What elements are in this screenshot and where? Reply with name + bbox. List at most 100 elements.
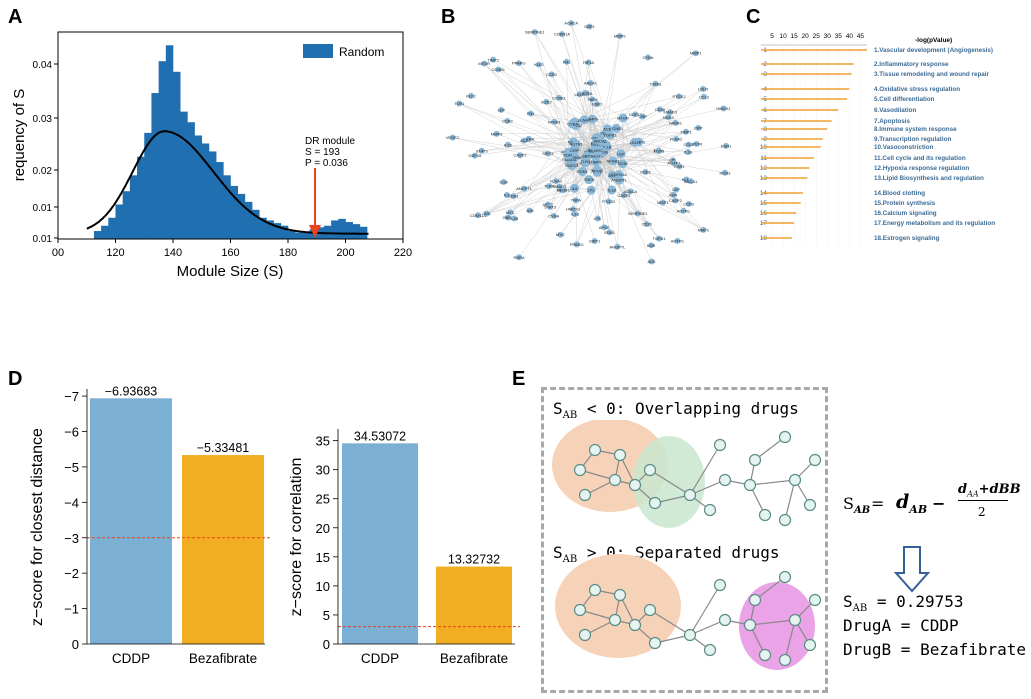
down-arrow-icon (893, 546, 931, 593)
histogram-bar (187, 122, 195, 239)
network-node (803, 638, 817, 652)
network-node-label: MMP9 (491, 131, 503, 136)
histogram-bar (331, 220, 339, 239)
network-node (510, 193, 517, 200)
network-edge (534, 32, 608, 147)
c-term-label: 9.Transcription regulation (874, 136, 951, 143)
network-node (601, 224, 608, 231)
network-node (618, 113, 628, 123)
bar-cddp (90, 398, 172, 644)
network-node (614, 243, 621, 250)
network-node (544, 150, 551, 157)
network-node (608, 473, 622, 487)
network-node (483, 210, 490, 217)
network-node-label: NFKB1 (548, 119, 562, 124)
network-node (630, 137, 640, 147)
network-node (594, 145, 604, 155)
bar-bezafibrate (436, 566, 512, 644)
network-node (683, 488, 697, 502)
network-edge (530, 113, 604, 150)
network-node (628, 478, 642, 492)
network-node-label: IL18 (608, 187, 617, 192)
network-node-label: ANGPTL (609, 244, 626, 249)
network-node-label: PPARG (570, 242, 584, 247)
bar-bezafibrate (182, 455, 264, 644)
network-node-label: JUN (483, 211, 491, 216)
network-node (656, 235, 663, 242)
network-node-label: GDF15 (629, 112, 643, 117)
network-node (478, 147, 485, 154)
sab-formula: SAB = dAB − dAA+dBB 2 (838, 480, 1028, 530)
c-term-label: 8.Immune system response (874, 126, 957, 133)
network-node (632, 111, 639, 118)
network-edge (551, 74, 574, 142)
network-edge (607, 142, 635, 147)
y-tick-label: 0.01 (33, 234, 53, 245)
network-node (490, 56, 497, 63)
network-node-label: CRP (694, 125, 703, 130)
network-edge (569, 159, 595, 242)
network-node (551, 118, 558, 125)
drug-a-value: DrugA = CDDP (843, 616, 959, 635)
c-axis-tick: 15 (791, 33, 799, 40)
network-edge (566, 61, 569, 153)
network-node (642, 169, 649, 176)
network-node-label: LEP (497, 107, 505, 112)
network-edge (551, 74, 594, 152)
network-node (556, 94, 563, 101)
x-tick-label: 220 (394, 247, 412, 259)
network-node (648, 258, 655, 265)
network-node-label: TLR4 (544, 184, 555, 189)
network-edge (596, 83, 656, 172)
network-node (572, 197, 579, 204)
histogram-bar (108, 217, 116, 239)
network-node (628, 618, 642, 632)
network-node (680, 207, 687, 214)
x-tick-label: 200 (336, 247, 354, 259)
network-edge (571, 23, 611, 136)
network-node-label: LPL (588, 188, 596, 193)
network-edge (649, 609, 691, 636)
network-node-label: CD36 (642, 222, 653, 227)
network-node-label: GDF15 (468, 153, 482, 158)
network-node (591, 238, 598, 245)
y-tick-label: −4 (64, 495, 79, 510)
x-tick-label: 120 (106, 247, 124, 259)
network-node-label: AGTR1 (570, 142, 584, 147)
network-node (758, 648, 772, 662)
histogram-bar (173, 71, 181, 239)
network-node (693, 140, 700, 147)
network-edge (754, 576, 786, 601)
network-node (582, 90, 589, 97)
network-node (676, 163, 683, 170)
network-node (521, 185, 528, 192)
network-node (684, 149, 691, 156)
network-node (778, 513, 792, 527)
network-node (611, 123, 621, 133)
network-node-label: MTOR (478, 61, 490, 66)
x-tick-label: 00 (52, 247, 64, 259)
network-node (616, 33, 623, 40)
y-tick-label: 20 (316, 521, 330, 536)
network-node (543, 98, 550, 105)
network-node (557, 231, 564, 238)
c-axis-tick: 20 (802, 33, 810, 40)
network-node (526, 207, 533, 214)
network-edge (689, 584, 721, 636)
c-axis-tick: 35 (835, 33, 843, 40)
network-node (672, 197, 679, 204)
network-node (778, 430, 792, 444)
network-node (682, 128, 689, 135)
network-node (525, 135, 532, 142)
network-node (648, 242, 655, 249)
network-node-label: KLF2 (534, 62, 544, 67)
network-node-label: ESR1 (592, 102, 603, 107)
network-node-label: HMOX1 (589, 154, 604, 159)
network-node-label: MYC (506, 210, 515, 215)
x-tick-label: 160 (221, 247, 239, 259)
network-edge (689, 444, 721, 496)
network-node (548, 71, 555, 78)
network-node (683, 628, 697, 642)
network-node (672, 119, 679, 126)
network-node-label: CASP2 (617, 193, 631, 198)
